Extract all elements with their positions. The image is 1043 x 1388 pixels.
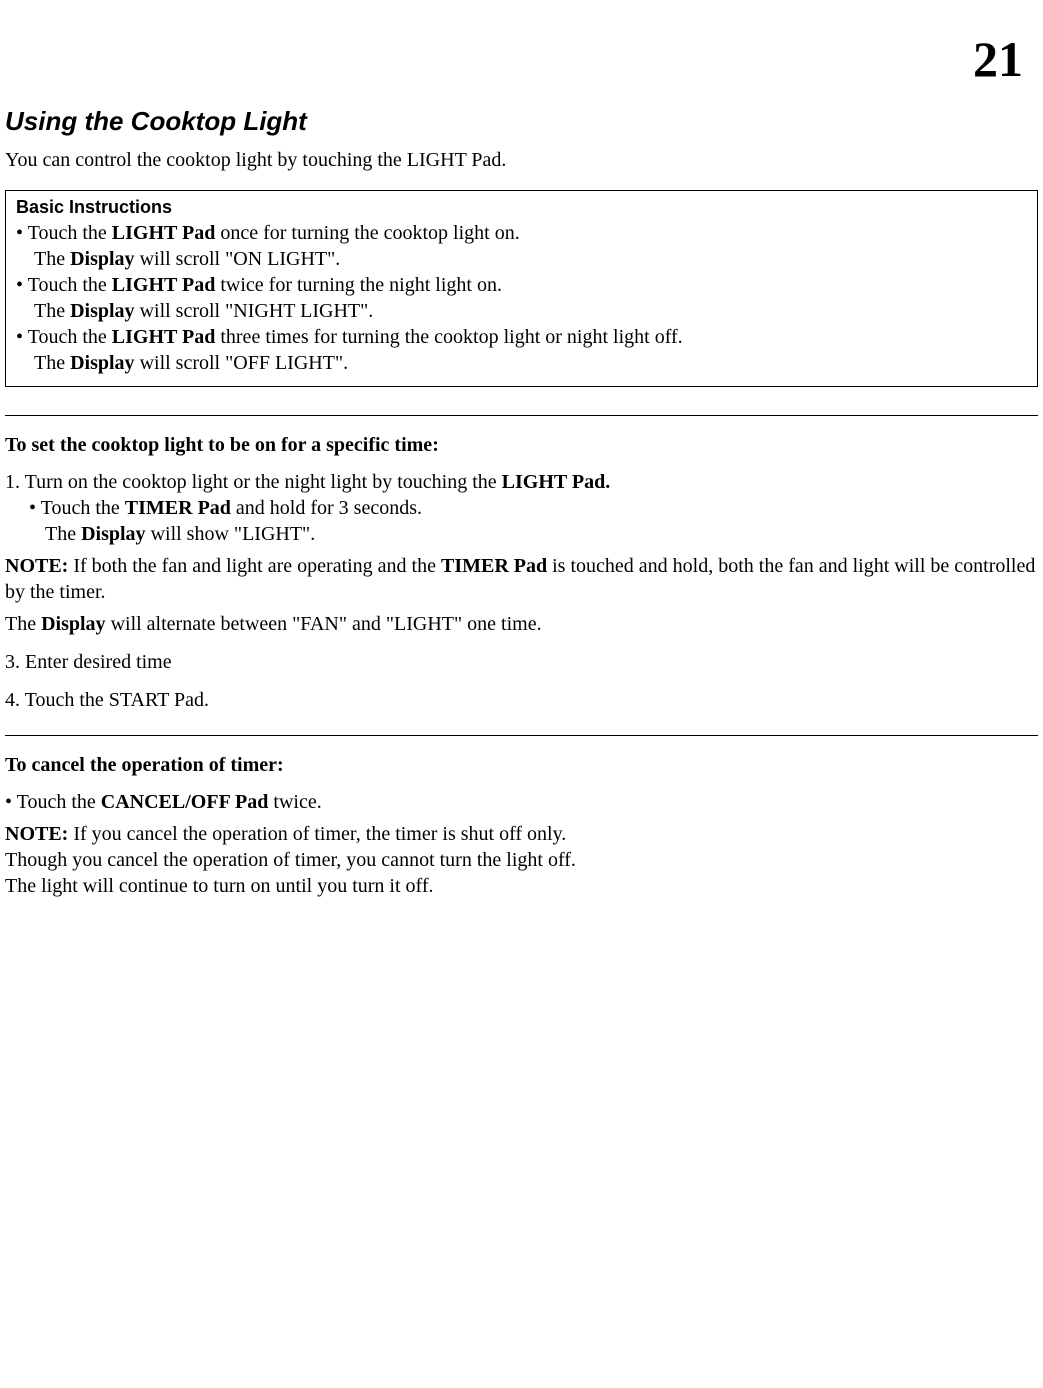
box-bullet-3: • Touch the LIGHT Pad three times for tu… <box>16 324 1027 350</box>
display-alternate: The Display will alternate between "FAN"… <box>5 611 1038 637</box>
basic-instructions-box: Basic Instructions • Touch the LIGHT Pad… <box>5 190 1038 387</box>
box-bullet-2: • Touch the LIGHT Pad twice for turning … <box>16 272 1027 298</box>
bold: Display <box>70 300 134 322</box>
text: If both the fan and light are operating … <box>68 555 441 577</box>
text: The <box>34 352 70 374</box>
cancel-heading: To cancel the operation of timer: <box>5 754 1038 777</box>
text: twice for turning the night light on. <box>215 274 502 296</box>
bold: LIGHT Pad <box>112 222 216 244</box>
text: will scroll "OFF LIGHT". <box>135 352 349 374</box>
section-heading: Using the Cooktop Light <box>5 106 1038 137</box>
divider <box>5 735 1038 736</box>
text: • Touch the <box>16 326 112 348</box>
box-bullet-1-sub: The Display will scroll "ON LIGHT". <box>34 246 1027 272</box>
text: 1. Turn on the cooktop light or the nigh… <box>5 471 502 493</box>
bold: LIGHT Pad <box>112 326 216 348</box>
text: If you cancel the operation of timer, th… <box>68 823 566 845</box>
box-bullet-2-sub: The Display will scroll "NIGHT LIGHT". <box>34 298 1027 324</box>
text: will show "LIGHT". <box>146 523 316 545</box>
text: will alternate between "FAN" and "LIGHT"… <box>106 613 542 635</box>
bold: TIMER Pad <box>125 497 231 519</box>
text: • Touch the <box>16 222 112 244</box>
text: once for turning the cooktop light on. <box>215 222 519 244</box>
box-bullet-1: • Touch the LIGHT Pad once for turning t… <box>16 220 1027 246</box>
text: The <box>5 613 41 635</box>
step-1-display: The Display will show "LIGHT". <box>45 521 1038 547</box>
box-heading: Basic Instructions <box>16 197 1027 218</box>
step-1: 1. Turn on the cooktop light or the nigh… <box>5 469 1038 495</box>
cancel-note-3: The light will continue to turn on until… <box>5 873 1038 899</box>
bold: Display <box>70 352 134 374</box>
bold: Display <box>70 248 134 270</box>
bold: LIGHT Pad. <box>502 471 611 493</box>
cancel-note-1: NOTE: If you cancel the operation of tim… <box>5 821 1038 847</box>
bold: Display <box>41 613 105 635</box>
text: The <box>34 248 70 270</box>
step-1-sub: • Touch the TIMER Pad and hold for 3 sec… <box>29 495 1038 521</box>
bold: NOTE: <box>5 823 68 845</box>
text: twice. <box>268 791 321 813</box>
bold: NOTE: <box>5 555 68 577</box>
document-page: 21 Using the Cooktop Light You can contr… <box>0 0 1043 1388</box>
set-timer-heading: To set the cooktop light to be on for a … <box>5 434 1038 457</box>
bold: LIGHT Pad <box>112 274 216 296</box>
note-fan-light: NOTE: If both the fan and light are oper… <box>5 553 1038 605</box>
cancel-bullet: • Touch the CANCEL/OFF Pad twice. <box>5 789 1038 815</box>
step-3: 3. Enter desired time <box>5 649 1038 675</box>
divider <box>5 415 1038 416</box>
box-bullet-3-sub: The Display will scroll "OFF LIGHT". <box>34 350 1027 376</box>
text: The <box>34 300 70 322</box>
text: will scroll "NIGHT LIGHT". <box>135 300 374 322</box>
page-number: 21 <box>5 30 1023 88</box>
text: The <box>45 523 81 545</box>
step-4: 4. Touch the START Pad. <box>5 687 1038 713</box>
bold: CANCEL/OFF Pad <box>101 791 269 813</box>
bold: TIMER Pad <box>441 555 547 577</box>
text: and hold for 3 seconds. <box>231 497 422 519</box>
cancel-note-2: Though you cancel the operation of timer… <box>5 847 1038 873</box>
text: • Touch the <box>29 497 125 519</box>
intro-text: You can control the cooktop light by tou… <box>5 149 1038 172</box>
text: • Touch the <box>16 274 112 296</box>
text: three times for turning the cooktop ligh… <box>215 326 682 348</box>
text: will scroll "ON LIGHT". <box>135 248 341 270</box>
text: • Touch the <box>5 791 101 813</box>
bold: Display <box>81 523 145 545</box>
